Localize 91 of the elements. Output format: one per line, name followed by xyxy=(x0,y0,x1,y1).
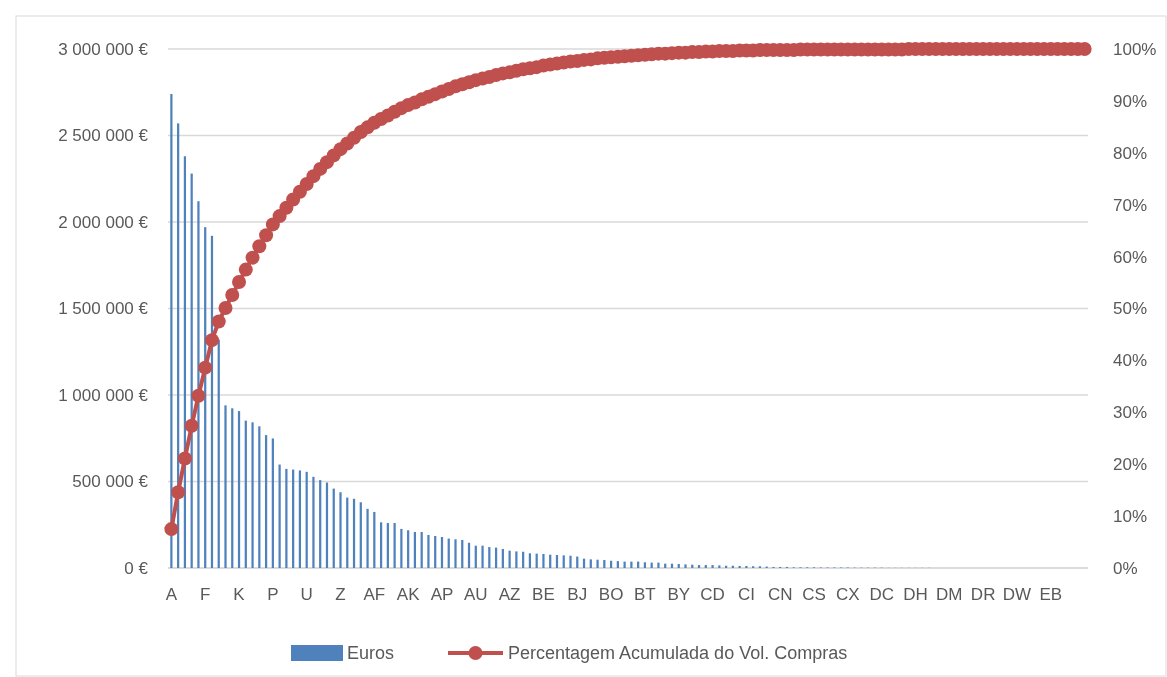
x-tick-label: EB xyxy=(1039,585,1063,604)
bar xyxy=(352,498,356,568)
bar xyxy=(237,411,241,568)
bar xyxy=(400,528,403,568)
y2-tick-label: 0% xyxy=(1113,558,1138,578)
bar xyxy=(434,536,437,568)
y-tick-label: 2 000 000 € xyxy=(58,212,149,232)
x-tick-label: DR xyxy=(970,585,996,604)
legend-label: Euros xyxy=(347,643,395,664)
bar xyxy=(515,551,518,568)
bar xyxy=(427,534,430,568)
bar xyxy=(596,559,599,568)
y2-tick-label: 80% xyxy=(1113,143,1148,163)
bar xyxy=(501,548,504,568)
x-tick-label: CX xyxy=(836,585,860,604)
y-tick-label: 1 000 000 € xyxy=(58,385,149,405)
y2-tick-label: 100% xyxy=(1113,39,1157,59)
bar xyxy=(379,522,383,568)
bar xyxy=(711,565,714,568)
x-tick-label: P xyxy=(267,585,279,604)
bar xyxy=(616,561,619,568)
y2-tick-label: 70% xyxy=(1113,195,1148,215)
bar xyxy=(366,508,369,568)
bar xyxy=(319,480,322,568)
x-tick-label: DC xyxy=(869,585,894,604)
y2-tick-label: 20% xyxy=(1113,455,1148,475)
bar xyxy=(407,530,410,568)
y2-tick-label: 60% xyxy=(1113,247,1148,267)
bar xyxy=(251,422,254,568)
x-tick-label: CN xyxy=(767,585,793,604)
x-tick-label: CI xyxy=(737,585,755,604)
x-tick-label: BE xyxy=(532,585,555,604)
y2-tick-label: 50% xyxy=(1113,299,1148,319)
y2-tick-label: 40% xyxy=(1113,351,1148,371)
bar xyxy=(224,405,227,568)
bar xyxy=(528,553,532,568)
bar xyxy=(373,511,376,568)
x-tick-label: AZ xyxy=(498,585,521,604)
bar xyxy=(339,492,342,568)
x-tick-label: F xyxy=(200,585,211,604)
bar xyxy=(258,426,261,568)
bar xyxy=(542,553,545,568)
bar xyxy=(359,502,362,568)
bar xyxy=(643,562,647,568)
x-tick-label: K xyxy=(233,585,246,604)
x-tick-label: DH xyxy=(903,585,928,604)
bar xyxy=(386,523,389,568)
x-tick-label: CD xyxy=(700,585,725,604)
bar xyxy=(481,545,484,568)
bar xyxy=(413,532,417,568)
bar xyxy=(264,435,268,568)
x-tick-label: U xyxy=(300,585,313,604)
bar xyxy=(454,539,457,568)
bar xyxy=(562,555,565,568)
x-tick-label: AF xyxy=(363,585,386,604)
bar xyxy=(684,564,687,568)
bar xyxy=(657,562,660,568)
y-tick-label: 2 500 000 € xyxy=(58,126,149,146)
bar xyxy=(197,201,200,568)
x-tick-label: BY xyxy=(667,585,691,604)
x-tick-label: DW xyxy=(1002,585,1032,604)
y-tick-label: 500 000 € xyxy=(72,472,149,492)
x-tick-label: AU xyxy=(463,585,488,604)
bar xyxy=(555,555,559,568)
y-tick-label: 1 500 000 € xyxy=(58,299,149,319)
x-tick-label: AK xyxy=(396,585,421,604)
x-tick-label: BO xyxy=(598,585,624,604)
bar xyxy=(718,565,721,568)
bar xyxy=(420,532,423,568)
bar xyxy=(271,438,274,568)
bar xyxy=(393,523,396,568)
x-tick-label: DM xyxy=(936,585,963,604)
legend-label: Percentagem Acumulada do Vol. Compras xyxy=(508,643,848,664)
x-tick-label: A xyxy=(165,585,178,604)
x-tick-label: AP xyxy=(430,585,454,604)
bar xyxy=(589,559,592,568)
y2-tick-label: 30% xyxy=(1113,403,1148,423)
bar xyxy=(231,408,234,568)
bar xyxy=(298,470,302,568)
x-tick-label: Z xyxy=(335,585,346,604)
x-tick-label: CS xyxy=(802,585,826,604)
x-tick-label: BT xyxy=(634,585,656,604)
bar xyxy=(285,468,288,568)
bar xyxy=(569,555,572,568)
bar xyxy=(312,476,315,568)
y2-tick-label: 90% xyxy=(1113,91,1148,111)
y-tick-label: 0 € xyxy=(124,558,149,578)
y2-tick-label: 10% xyxy=(1113,507,1148,527)
bar xyxy=(440,537,444,568)
x-tick-label: BJ xyxy=(567,585,588,604)
y-tick-label: 3 000 000 € xyxy=(58,39,149,59)
